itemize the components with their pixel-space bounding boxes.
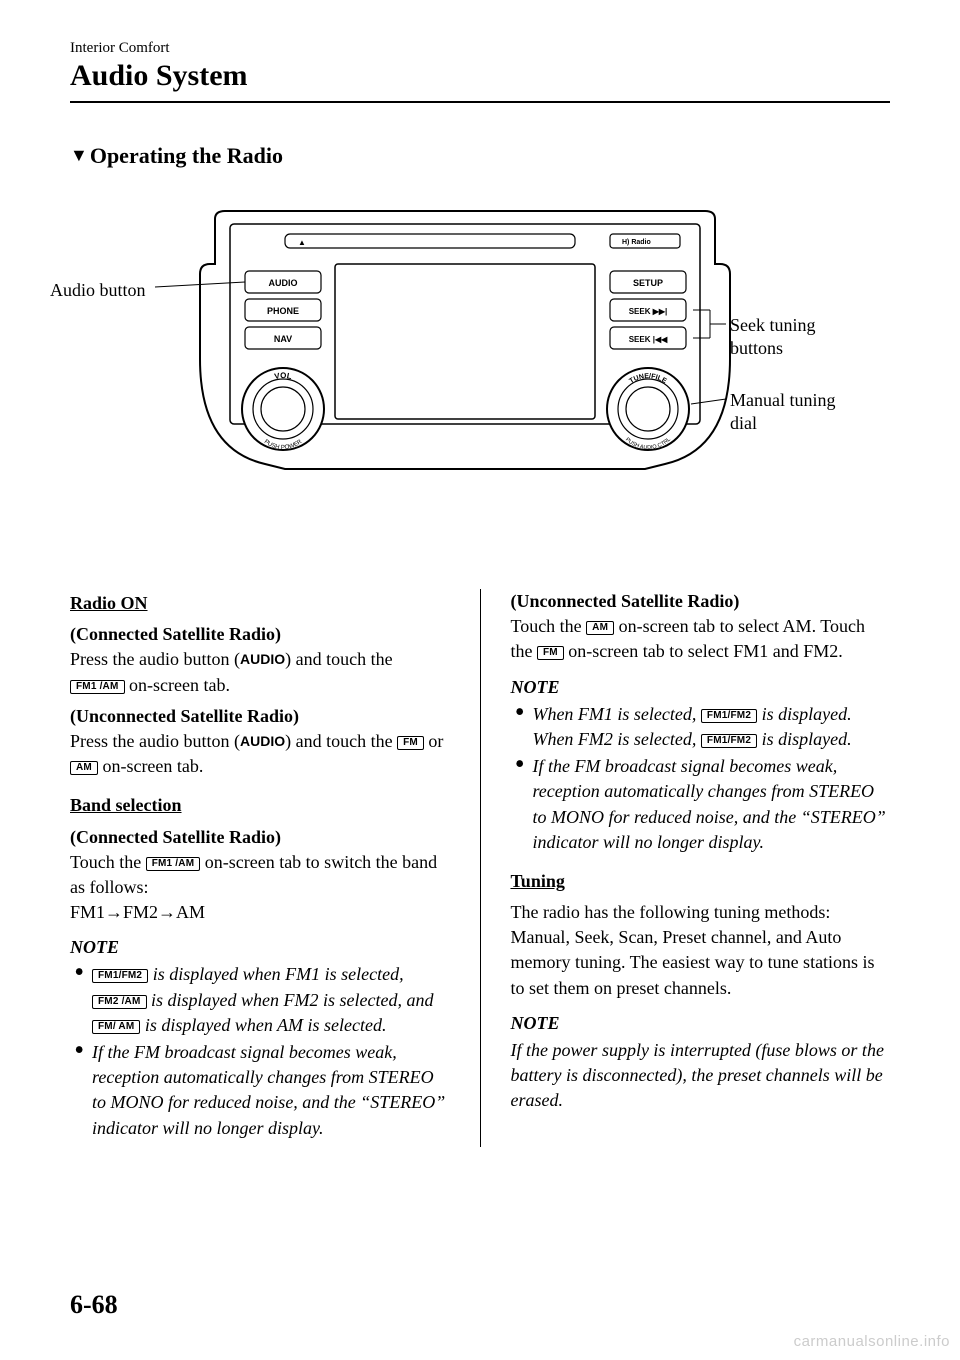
right-column: (Unconnected Satellite Radio) Touch the … [510,589,890,1147]
btn-fm2am: FM2 /AM [92,995,147,1009]
hd-badge-text: H) Radio [622,239,651,246]
para-band-seq: FM1→FM2→AM [70,900,450,925]
svg-text:SETUP: SETUP [633,278,663,288]
header-rule [70,101,890,103]
btn-fm1-am-2: FM1 /AM [146,857,201,871]
para-unconnected-1: Press the audio button (AUDIO) and touch… [70,729,450,779]
heading-tuning: Tuning [510,869,890,894]
svg-text:VOL: VOL [274,371,293,381]
watermark: carmanualsonline.info [794,1333,950,1350]
callout-seek: Seek tuning buttons [730,314,816,359]
label-unconnected-1: (Unconnected Satellite Radio) [70,704,450,729]
btn-fm1fm2-1: FM1/FM2 [92,969,148,983]
note-item-1a: FM1/FM2 is displayed when FM1 is selecte… [70,962,450,1038]
note-heading-3: NOTE [510,1011,890,1036]
callout-audio-button: Audio button [50,279,146,302]
label-connected-2: (Connected Satellite Radio) [70,825,450,850]
label-connected-1: (Connected Satellite Radio) [70,622,450,647]
note-heading-1: NOTE [70,935,450,960]
svg-text:NAV: NAV [274,334,292,344]
left-column: Radio ON (Connected Satellite Radio) Pre… [70,589,450,1147]
note-heading-2: NOTE [510,675,890,700]
para-right-1: Touch the AM on-screen tab to select AM.… [510,614,890,664]
btn-fmam: FM/ AM [92,1020,140,1034]
note-list-1: FM1/FM2 is displayed when FM1 is selecte… [70,962,450,1140]
note-item-2b: If the FM broadcast signal becomes weak,… [510,754,890,855]
note-list-2: When FM1 is selected, FM1/FM2 is display… [510,702,890,855]
note-item-1b: If the FM broadcast signal becomes weak,… [70,1040,450,1141]
btn-fm1fm2-2: FM1/FM2 [701,709,757,723]
btn-am-2: AM [586,621,614,635]
btn-fm1-am-1: FM1 /AM [70,680,125,694]
para-note3: If the power supply is interrupted (fuse… [510,1038,890,1114]
page-number: 6-68 [70,1290,118,1320]
btn-fm-2: FM [537,646,564,660]
left-button-group: AUDIO PHONE NAV [245,271,321,349]
label-unconnected-2: (Unconnected Satellite Radio) [510,589,890,614]
column-divider [480,589,481,1147]
heading-radio-on: Radio ON [70,591,450,616]
para-band-1: Touch the FM1 /AM on-screen tab to switc… [70,850,450,900]
btn-fm1fm2-3: FM1/FM2 [701,734,757,748]
eject-icon: ▲ [298,238,306,247]
para-tuning: The radio has the following tuning metho… [510,900,890,1001]
right-dial: TUNE/FILE PUSH AUDIO CTRL [607,368,689,451]
svg-text:SEEK |◀◀: SEEK |◀◀ [629,335,668,344]
svg-text:AUDIO: AUDIO [269,278,298,288]
section-heading: Operating the Radio [70,143,890,169]
audio-word-2: AUDIO [240,733,285,749]
page-title: Audio System [70,59,890,93]
btn-am-1: AM [70,761,98,775]
svg-text:PHONE: PHONE [267,306,299,316]
para-connected-1: Press the audio button (AUDIO) and touch… [70,647,450,697]
right-button-group: SETUP SEEK ▶▶| SEEK |◀◀ [610,271,686,349]
heading-band: Band selection [70,793,450,818]
radio-diagram: Audio button Seek tuning buttons Manual … [70,209,890,519]
left-dial: VOL PUSH POWER [242,368,324,451]
note-item-2a: When FM1 is selected, FM1/FM2 is display… [510,702,890,752]
btn-fm-1: FM [397,736,424,750]
audio-word-1: AUDIO [240,651,285,667]
body-columns: Radio ON (Connected Satellite Radio) Pre… [70,589,890,1147]
svg-text:SEEK ▶▶|: SEEK ▶▶| [629,307,668,316]
callout-manual-dial: Manual tuning dial [730,389,836,434]
breadcrumb: Interior Comfort [70,40,890,57]
